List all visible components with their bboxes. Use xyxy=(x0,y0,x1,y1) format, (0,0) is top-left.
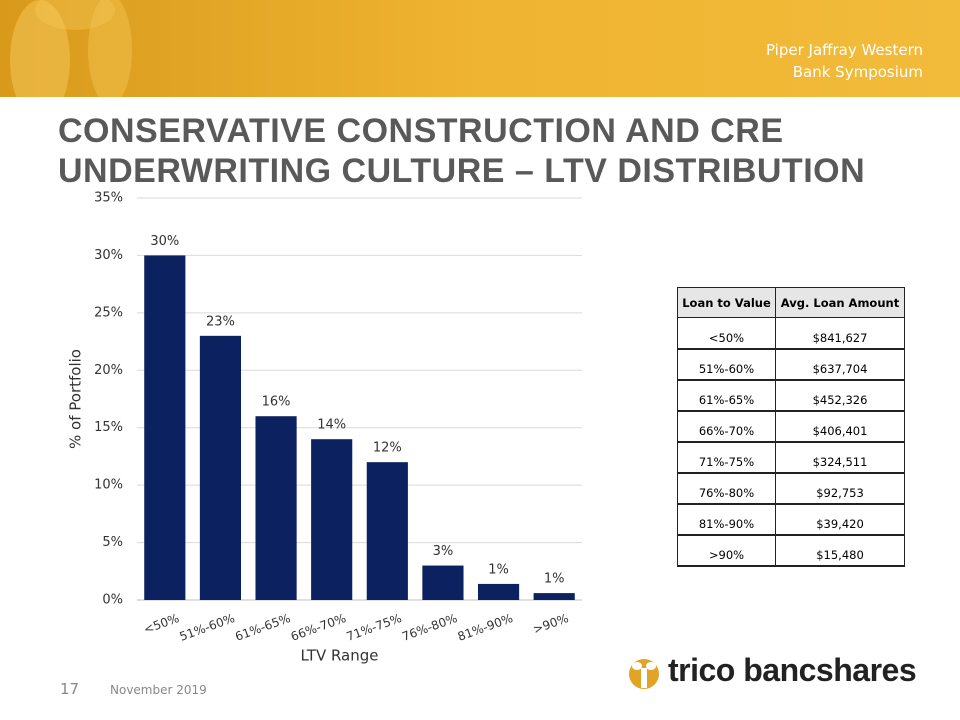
value-label: 12% xyxy=(373,441,402,456)
value-label: 23% xyxy=(206,314,235,329)
event-line: Piper Jaffray Western xyxy=(765,41,923,59)
bar xyxy=(422,565,464,600)
x-tick-label: >90% xyxy=(531,611,570,637)
y-tick-label: 25% xyxy=(94,305,123,320)
bar xyxy=(199,335,242,600)
bar xyxy=(477,583,520,600)
ltv-table: Loan to Value Avg. Loan Amount <50% $841,62… xyxy=(677,287,905,567)
table-cell: 76%-80% xyxy=(677,472,776,505)
table-row: <50% $841,627 xyxy=(677,317,905,350)
x-tick-label: 81%-90% xyxy=(456,611,515,644)
table-row: 71%-75% $324,511 xyxy=(677,441,905,474)
bar xyxy=(144,255,186,600)
table-cell: $452,326 xyxy=(775,379,905,412)
table-cell: $92,753 xyxy=(775,472,905,505)
value-label: 1% xyxy=(544,572,565,587)
table-cell: >90% xyxy=(677,534,776,567)
y-axis-label: % of Portfolio xyxy=(67,349,85,449)
bar xyxy=(366,462,408,600)
table-cell: $15,480 xyxy=(775,534,905,567)
logo-text: trico bancshares xyxy=(668,652,917,688)
table-row: 76%-80% $92,753 xyxy=(677,472,905,505)
x-tick-label: 66%-70% xyxy=(289,611,348,644)
header-ornament xyxy=(10,0,132,97)
bar xyxy=(533,593,575,600)
page-number: 17 xyxy=(60,680,80,698)
table-cell: $39,420 xyxy=(775,503,905,536)
slide-title: CONSERVATIVE CONSTRUCTION AND CRE xyxy=(58,112,784,150)
table-row: 81%-90% $39,420 xyxy=(677,503,905,536)
y-tick-label: 20% xyxy=(94,363,123,378)
table-cell: 66%-70% xyxy=(677,410,776,443)
event-line: Bank Symposium xyxy=(792,63,923,81)
x-tick-label: 71%-75% xyxy=(345,611,404,644)
x-tick-label: 51%-60% xyxy=(178,611,237,644)
bar xyxy=(255,416,297,600)
table-cell: 61%-65% xyxy=(677,379,776,412)
table-cell: 81%-90% xyxy=(677,503,776,536)
value-label: 14% xyxy=(317,418,346,433)
table-cell: $637,704 xyxy=(775,348,905,381)
y-tick-label: 30% xyxy=(94,248,123,263)
y-tick-label: 35% xyxy=(94,191,123,206)
table-row: 51%-60% $637,704 xyxy=(677,348,905,381)
chart: 0% 5% 10% 15% 20% 25% 30% 35% % of Portfolio LTV … xyxy=(67,191,582,665)
x-tick-label: <50% xyxy=(142,611,181,637)
header-band: Piper Jaffray Western Bank Symposium xyxy=(0,0,960,97)
value-label: 1% xyxy=(488,562,509,577)
table-cell: 51%-60% xyxy=(677,348,776,381)
logo-icon xyxy=(629,659,659,689)
value-label: 3% xyxy=(433,544,454,559)
table-row: >90% $15,480 xyxy=(677,534,905,567)
x-tick-label: 76%-80% xyxy=(400,611,459,644)
table-cell: $324,511 xyxy=(775,441,905,474)
table-cell: <50% xyxy=(677,317,776,350)
value-label: 30% xyxy=(150,234,179,249)
table-cell: 71%-75% xyxy=(677,441,776,474)
table-row: 66%-70% $406,401 xyxy=(677,410,905,443)
x-axis-label: LTV Range xyxy=(300,647,378,665)
table-cell: $406,401 xyxy=(775,410,905,443)
y-tick-label: 15% xyxy=(94,420,123,435)
table-row: 61%-65% $452,326 xyxy=(677,379,905,412)
table-header: Loan to Value xyxy=(677,287,776,318)
slide-title: UNDERWRITING CULTURE – LTV DISTRIBUTION xyxy=(58,152,866,190)
value-label: 16% xyxy=(262,395,291,410)
table-header: Avg. Loan Amount xyxy=(775,287,905,318)
table-cell: $841,627 xyxy=(775,317,905,350)
y-tick-label: 5% xyxy=(102,535,123,550)
y-tick-label: 10% xyxy=(94,478,123,493)
table-header-row: Loan to Value Avg. Loan Amount xyxy=(677,287,905,318)
x-tick-label: 61%-65% xyxy=(233,611,292,644)
y-tick-label: 0% xyxy=(102,593,123,608)
bar xyxy=(311,439,353,600)
date: November 2019 xyxy=(110,683,207,697)
